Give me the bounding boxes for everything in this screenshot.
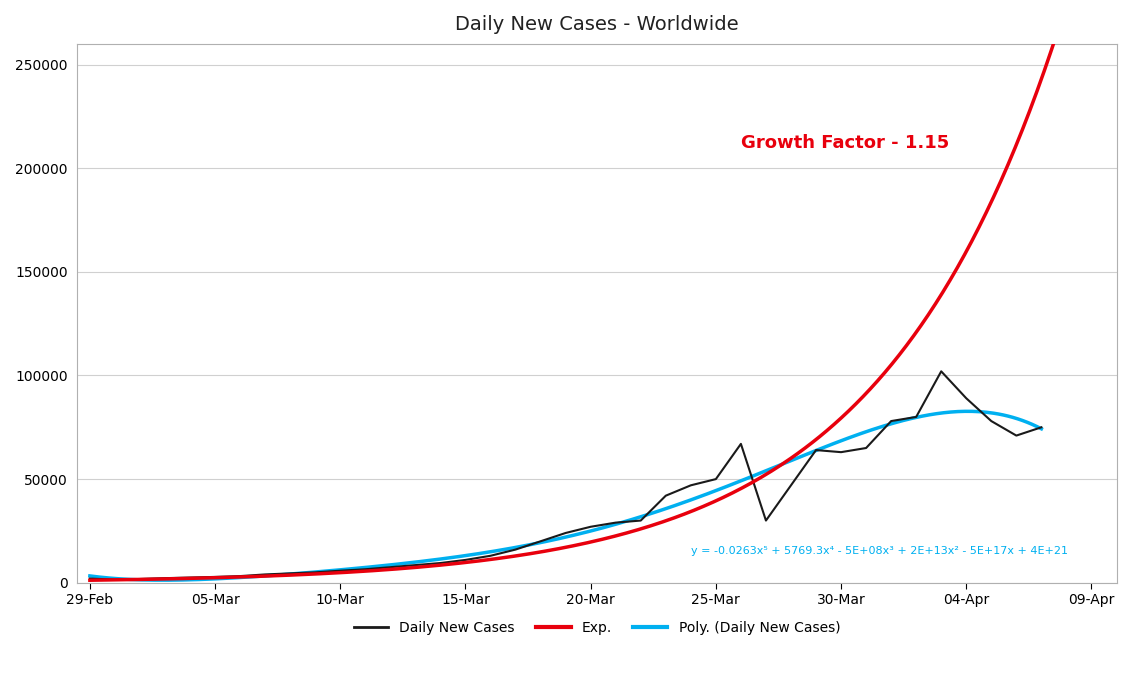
- Daily New Cases: [108, 576, 121, 584]
- Daily New Cases: [884, 417, 898, 425]
- Daily New Cases: [859, 444, 872, 452]
- Poly. (Daily New Cases): [777, 459, 791, 468]
- Text: y = -0.0263x⁵ + 5769.3x⁴ - 5E+08x³ + 2E+13x² - 5E+17x + 4E+21: y = -0.0263x⁵ + 5769.3x⁴ - 5E+08x³ + 2E+…: [690, 546, 1068, 556]
- Daily New Cases: [1035, 423, 1049, 431]
- Daily New Cases: [434, 559, 448, 567]
- Daily New Cases: [985, 417, 998, 425]
- Exp.: [779, 458, 792, 466]
- Exp.: [783, 454, 797, 463]
- Daily New Cases: [409, 561, 423, 569]
- Daily New Cases: [1010, 431, 1024, 440]
- Line: Poly. (Daily New Cases): Poly. (Daily New Cases): [89, 411, 1042, 580]
- Poly. (Daily New Cases): [157, 576, 171, 584]
- Daily New Cases: [909, 413, 923, 421]
- Exp.: [1047, 38, 1060, 47]
- Poly. (Daily New Cases): [961, 407, 974, 415]
- Poly. (Daily New Cases): [463, 551, 476, 559]
- Daily New Cases: [283, 569, 297, 578]
- Poly. (Daily New Cases): [684, 496, 697, 504]
- Text: Growth Factor - 1.15: Growth Factor - 1.15: [741, 134, 949, 151]
- Daily New Cases: [658, 491, 672, 500]
- Daily New Cases: [234, 572, 247, 581]
- Daily New Cases: [133, 575, 147, 583]
- Daily New Cases: [384, 563, 397, 572]
- Daily New Cases: [584, 523, 598, 531]
- Daily New Cases: [934, 367, 948, 376]
- Poly. (Daily New Cases): [395, 560, 409, 568]
- Daily New Cases: [784, 481, 798, 489]
- Title: Daily New Cases - Worldwide: Daily New Cases - Worldwide: [455, 15, 739, 34]
- Daily New Cases: [158, 574, 172, 583]
- Daily New Cases: [308, 568, 322, 576]
- Daily New Cases: [534, 537, 547, 546]
- Daily New Cases: [208, 573, 222, 581]
- Daily New Cases: [259, 570, 273, 579]
- Daily New Cases: [183, 574, 197, 582]
- Daily New Cases: [333, 567, 347, 575]
- Daily New Cases: [759, 516, 773, 525]
- Legend: Daily New Cases, Exp., Poly. (Daily New Cases): Daily New Cases, Exp., Poly. (Daily New …: [348, 615, 846, 641]
- Daily New Cases: [634, 516, 648, 525]
- Daily New Cases: [609, 519, 623, 527]
- Daily New Cases: [835, 448, 848, 457]
- Poly. (Daily New Cases): [200, 575, 214, 583]
- Exp.: [397, 564, 411, 572]
- Daily New Cases: [459, 556, 473, 564]
- Poly. (Daily New Cases): [82, 572, 96, 580]
- Daily New Cases: [483, 551, 497, 560]
- Daily New Cases: [734, 440, 748, 448]
- Exp.: [199, 574, 213, 582]
- Exp.: [689, 505, 703, 514]
- Poly. (Daily New Cases): [772, 461, 785, 470]
- Daily New Cases: [960, 394, 973, 402]
- Exp.: [82, 576, 96, 584]
- Daily New Cases: [508, 545, 522, 553]
- Daily New Cases: [810, 446, 823, 454]
- Daily New Cases: [684, 481, 697, 489]
- Daily New Cases: [82, 574, 96, 583]
- Exp.: [465, 558, 479, 566]
- Daily New Cases: [358, 565, 372, 574]
- Daily New Cases: [709, 475, 722, 483]
- Line: Exp.: Exp.: [89, 43, 1053, 580]
- Line: Daily New Cases: Daily New Cases: [89, 372, 1042, 580]
- Poly. (Daily New Cases): [1035, 424, 1049, 433]
- Daily New Cases: [559, 529, 572, 537]
